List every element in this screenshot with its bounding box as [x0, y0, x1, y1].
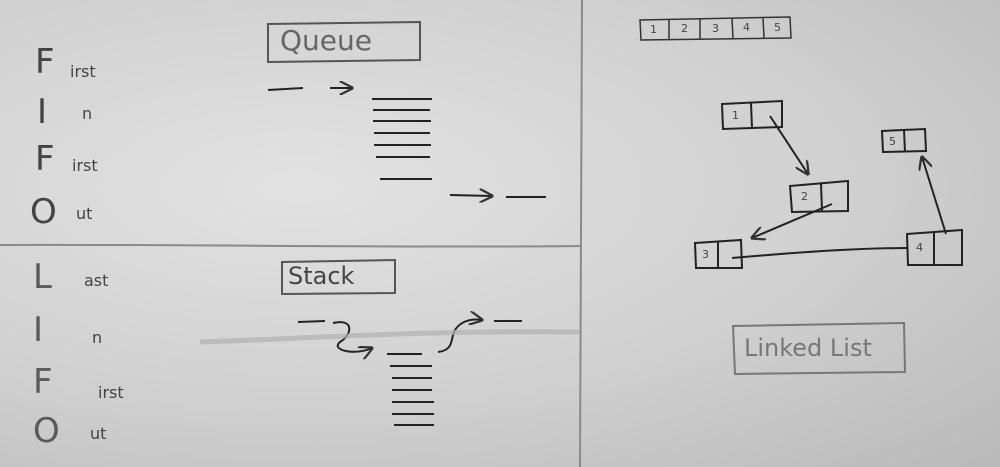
fifo-letter-3: F — [35, 139, 55, 179]
stack-title-box — [281, 258, 396, 296]
lifo-letter-3: F — [33, 362, 53, 402]
fifo-suffix-1: irst — [70, 62, 96, 81]
array-cell-4: 4 — [743, 21, 750, 34]
linked-list-node-2: 2 — [801, 190, 808, 203]
fifo-suffix-2: n — [82, 104, 93, 123]
fifo-letter-4: O — [30, 192, 57, 232]
lifo-suffix-3: irst — [98, 383, 124, 402]
array-cell-5: 5 — [774, 21, 781, 34]
linked-list-node-1: 1 — [732, 109, 739, 122]
vertical-divider — [579, 0, 583, 467]
linked-list-title: Linked List — [744, 334, 872, 362]
array-cell-3: 3 — [712, 22, 719, 35]
linked-list-node-4: 4 — [916, 241, 923, 254]
linked-list-node-5: 5 — [889, 135, 896, 148]
lifo-suffix-1: ast — [84, 271, 109, 290]
array-cell-1: 1 — [650, 23, 657, 36]
queue-diagram — [267, 88, 546, 197]
lifo-letter-1: L — [33, 257, 52, 297]
lifo-suffix-4: ut — [90, 424, 107, 443]
lifo-letter-4: O — [33, 411, 60, 451]
fifo-letter-2: I — [37, 92, 48, 132]
lifo-letter-2: I — [33, 310, 44, 350]
horizontal-divider — [0, 243, 583, 248]
fifo-letter-1: F — [35, 42, 55, 82]
linked-list-title-box — [731, 321, 907, 376]
stack-title: Stack — [288, 262, 355, 290]
array-diagram — [639, 16, 792, 41]
lifo-suffix-2: n — [92, 328, 103, 347]
queue-title-box — [267, 20, 421, 64]
queue-title: Queue — [280, 24, 372, 57]
array-cell-2: 2 — [681, 22, 688, 35]
stack-diagram — [297, 319, 522, 426]
fifo-suffix-3: irst — [72, 156, 98, 175]
linked-list-node-3: 3 — [702, 248, 709, 261]
fifo-suffix-4: ut — [76, 204, 93, 223]
linked-list-diagram — [693, 99, 963, 269]
